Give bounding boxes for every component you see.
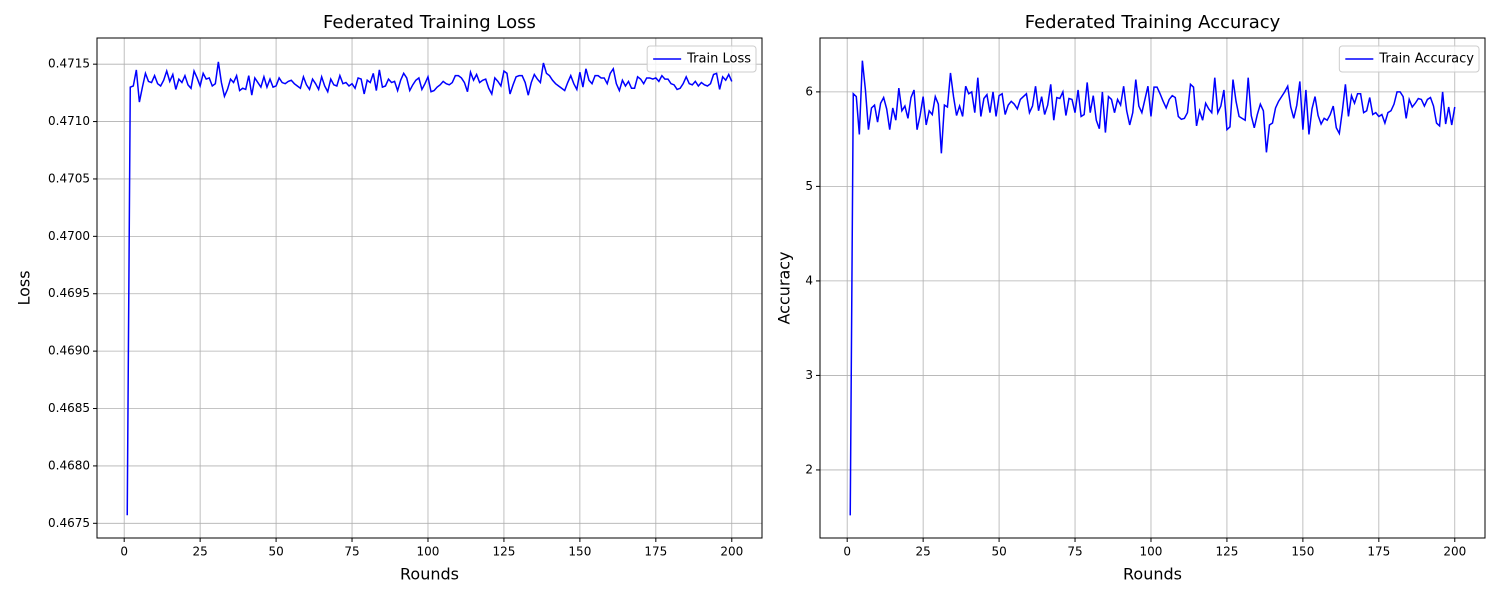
x-tick-label: 100 bbox=[1140, 545, 1163, 559]
legend: Train Loss bbox=[646, 45, 757, 73]
legend-label: Train Loss bbox=[686, 52, 751, 67]
x-tick-label: 50 bbox=[991, 545, 1006, 559]
x-tick-label: 0 bbox=[120, 545, 128, 559]
legend-box bbox=[1338, 45, 1480, 73]
y-tick-label: 0.4695 bbox=[48, 286, 90, 300]
legend-label: Train Accuracy bbox=[1378, 52, 1474, 67]
x-tick-label: 200 bbox=[720, 545, 743, 559]
x-tick-label: 125 bbox=[492, 545, 515, 559]
y-tick-label: 0.4690 bbox=[48, 344, 90, 358]
x-axis-label: Rounds bbox=[1123, 565, 1182, 584]
legend-box bbox=[646, 45, 757, 73]
legend: Train Accuracy bbox=[1338, 45, 1480, 73]
data-line bbox=[126, 61, 733, 516]
y-tick-label: 0.4715 bbox=[48, 57, 90, 71]
x-tick-label: 50 bbox=[268, 545, 283, 559]
y-tick-label: 6 bbox=[805, 84, 813, 98]
axes-frame bbox=[819, 37, 1486, 539]
y-tick-label: 0.4680 bbox=[48, 458, 90, 472]
y-tick-label: 2 bbox=[805, 462, 813, 476]
y-tick-label: 4 bbox=[805, 273, 813, 287]
x-tick-label: 0 bbox=[843, 545, 851, 559]
x-tick-label: 175 bbox=[644, 545, 667, 559]
x-tick-label: 100 bbox=[417, 545, 440, 559]
y-tick-label: 3 bbox=[805, 368, 813, 382]
x-tick-label: 150 bbox=[568, 545, 591, 559]
axes-frame bbox=[96, 37, 763, 539]
x-tick-label: 25 bbox=[192, 545, 207, 559]
y-tick-label: 5 bbox=[805, 179, 813, 193]
x-tick-label: 150 bbox=[1291, 545, 1314, 559]
x-tick-label: 75 bbox=[1067, 545, 1082, 559]
x-tick-label: 175 bbox=[1367, 545, 1390, 559]
y-tick-label: 0.4705 bbox=[48, 171, 90, 185]
x-tick-label: 200 bbox=[1443, 545, 1466, 559]
x-axis-label: Rounds bbox=[400, 565, 459, 584]
chart-title: Federated Training Loss bbox=[323, 12, 536, 33]
x-tick-label: 25 bbox=[915, 545, 930, 559]
x-tick-label: 75 bbox=[344, 545, 359, 559]
y-tick-label: 0.4685 bbox=[48, 401, 90, 415]
y-axis-label: Accuracy bbox=[775, 251, 794, 324]
y-tick-label: 0.4700 bbox=[48, 229, 90, 243]
x-tick-label: 125 bbox=[1215, 545, 1238, 559]
y-axis-label: Loss bbox=[15, 270, 34, 305]
data-line bbox=[849, 60, 1456, 516]
y-tick-label: 0.4675 bbox=[48, 516, 90, 530]
chart-title: Federated Training Accuracy bbox=[1025, 12, 1281, 33]
y-tick-label: 0.4710 bbox=[48, 114, 90, 128]
